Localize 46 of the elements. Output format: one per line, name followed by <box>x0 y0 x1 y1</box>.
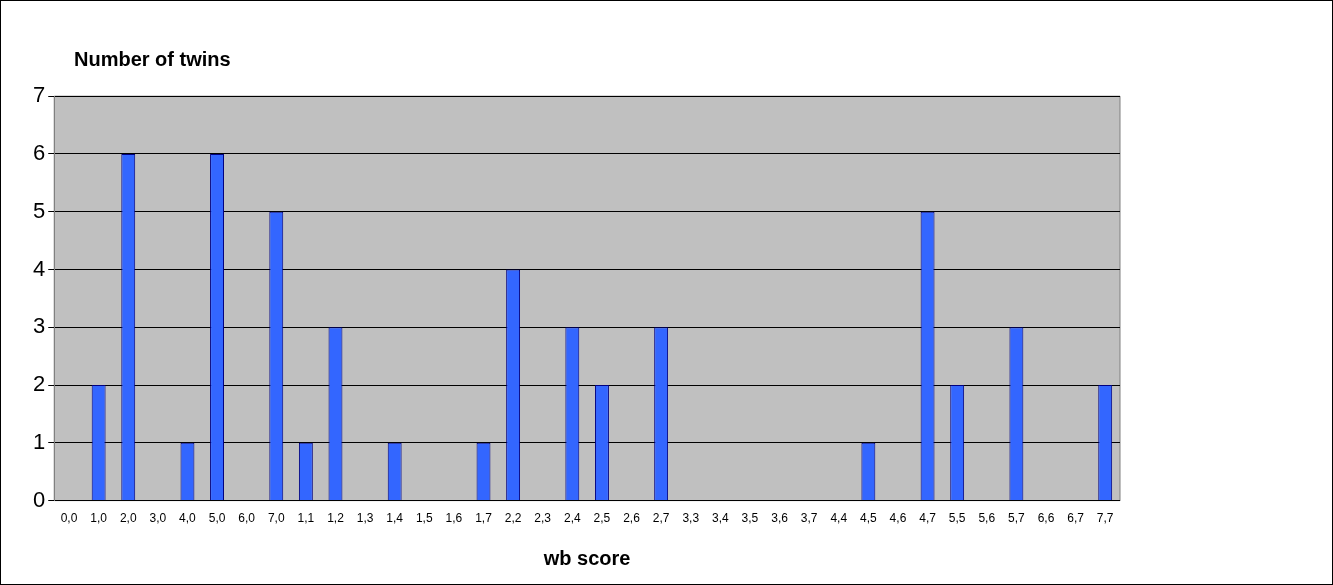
x-tick-label: 6,6 <box>1037 511 1055 526</box>
y-tick-label: 5 <box>32 197 46 223</box>
y-tick-label: 4 <box>32 255 46 281</box>
x-tick-label: 2,2 <box>504 511 522 526</box>
x-tick-label: 2,7 <box>652 511 670 526</box>
y-tick-label: 3 <box>32 313 46 339</box>
x-tick-label: 6,0 <box>238 511 256 526</box>
x-tick-label: 1,3 <box>356 511 374 526</box>
x-tick-label: 4,0 <box>179 511 197 526</box>
x-tick-label: 4,5 <box>860 511 878 526</box>
y-tick-label: 0 <box>32 486 46 512</box>
x-tick-label: 3,0 <box>149 511 167 526</box>
x-tick-label: 3,5 <box>741 511 759 526</box>
x-tick-label: 1,6 <box>445 511 463 526</box>
x-tick-label: 5,0 <box>208 511 226 526</box>
y-tick-label: 2 <box>32 371 46 397</box>
y-tick-label: 6 <box>32 140 46 166</box>
x-tick-label: 1,5 <box>415 511 433 526</box>
x-tick-label: 5,7 <box>1008 511 1026 526</box>
x-tick-label: 3,6 <box>771 511 789 526</box>
y-tick-label: 7 <box>32 82 46 108</box>
x-tick-label: 1,1 <box>297 511 315 526</box>
x-tick-label: 2,4 <box>563 511 581 526</box>
x-tick-label: 3,4 <box>711 511 729 526</box>
x-tick-label: 6,7 <box>1067 511 1085 526</box>
x-tick-label: 5,5 <box>948 511 966 526</box>
x-tick-label: 4,6 <box>889 511 907 526</box>
x-tick-label: 2,6 <box>623 511 641 526</box>
x-tick-label: 0,0 <box>60 511 78 526</box>
x-tick-label: 1,0 <box>90 511 108 526</box>
y-tick-label: 1 <box>32 428 46 454</box>
x-tick-label: 7,0 <box>267 511 285 526</box>
x-tick-label: 5,6 <box>978 511 996 526</box>
x-tick-label: 4,4 <box>830 511 848 526</box>
x-tick-label: 2,3 <box>534 511 552 526</box>
x-tick-label: 1,7 <box>475 511 493 526</box>
y-axis-title: Number of twins <box>74 48 231 71</box>
x-tick-label: 3,7 <box>800 511 818 526</box>
x-tick-label: 7,7 <box>1096 511 1114 526</box>
x-tick-label: 4,7 <box>919 511 937 526</box>
x-tick-label: 1,4 <box>386 511 404 526</box>
x-tick-label: 2,5 <box>593 511 611 526</box>
x-tick-label: 3,3 <box>682 511 700 526</box>
x-tick-label: 1,2 <box>327 511 345 526</box>
x-tick-label: 2,0 <box>119 511 137 526</box>
x-axis-title: wb score <box>542 546 631 569</box>
